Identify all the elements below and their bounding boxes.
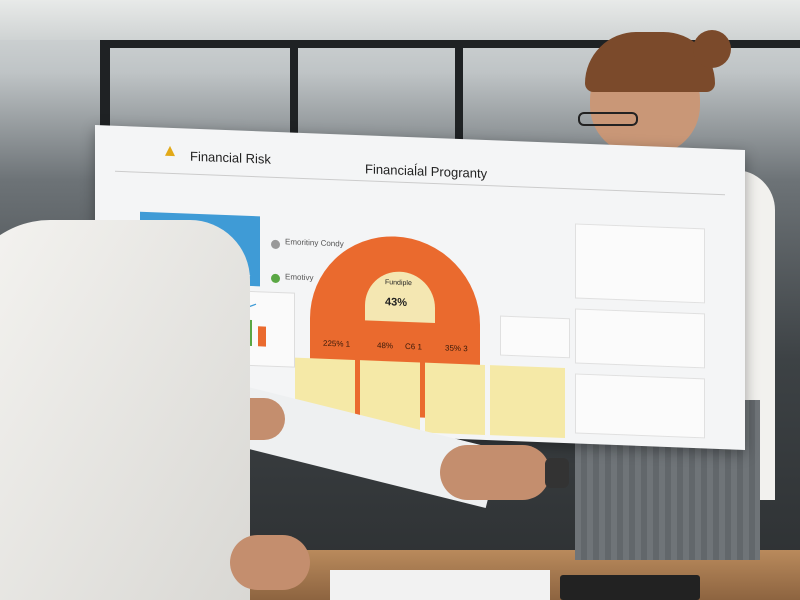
logo-icon	[165, 145, 175, 157]
legend-dot-green	[271, 273, 280, 284]
legend-dot-gray	[271, 239, 280, 250]
hair-bun	[693, 30, 731, 68]
desk-document	[330, 570, 550, 600]
foreground-hand	[230, 535, 310, 590]
side-panel	[575, 373, 705, 439]
legend-label: Emotivy	[285, 272, 314, 283]
gauge-value: 43%	[385, 296, 408, 309]
wristwatch	[545, 458, 569, 488]
window-frame	[100, 40, 800, 48]
side-panel	[500, 315, 570, 359]
poster-title-left: Financial Risk	[190, 148, 271, 167]
side-panel	[575, 308, 705, 369]
legend-label: Emoritiny Condy	[285, 237, 344, 249]
glasses	[578, 112, 638, 126]
notebook	[560, 575, 700, 600]
window-frame	[290, 40, 298, 140]
sticky-note	[425, 362, 485, 435]
gauge-segment-label: 35% 3	[445, 343, 468, 354]
window-frame	[455, 40, 463, 140]
right-hand	[440, 445, 550, 500]
sticky-note	[490, 365, 565, 439]
poster-title-right: Financiaĺal Progranty	[365, 161, 488, 182]
gauge-label: Fundiple	[385, 279, 412, 288]
foreground-person	[0, 220, 250, 600]
gauge-segment-label: C6 1	[405, 341, 422, 352]
gauge-segment-label: 225% 1	[323, 338, 351, 349]
gauge-segment-label: 48%	[377, 340, 394, 351]
side-panel	[575, 223, 705, 304]
